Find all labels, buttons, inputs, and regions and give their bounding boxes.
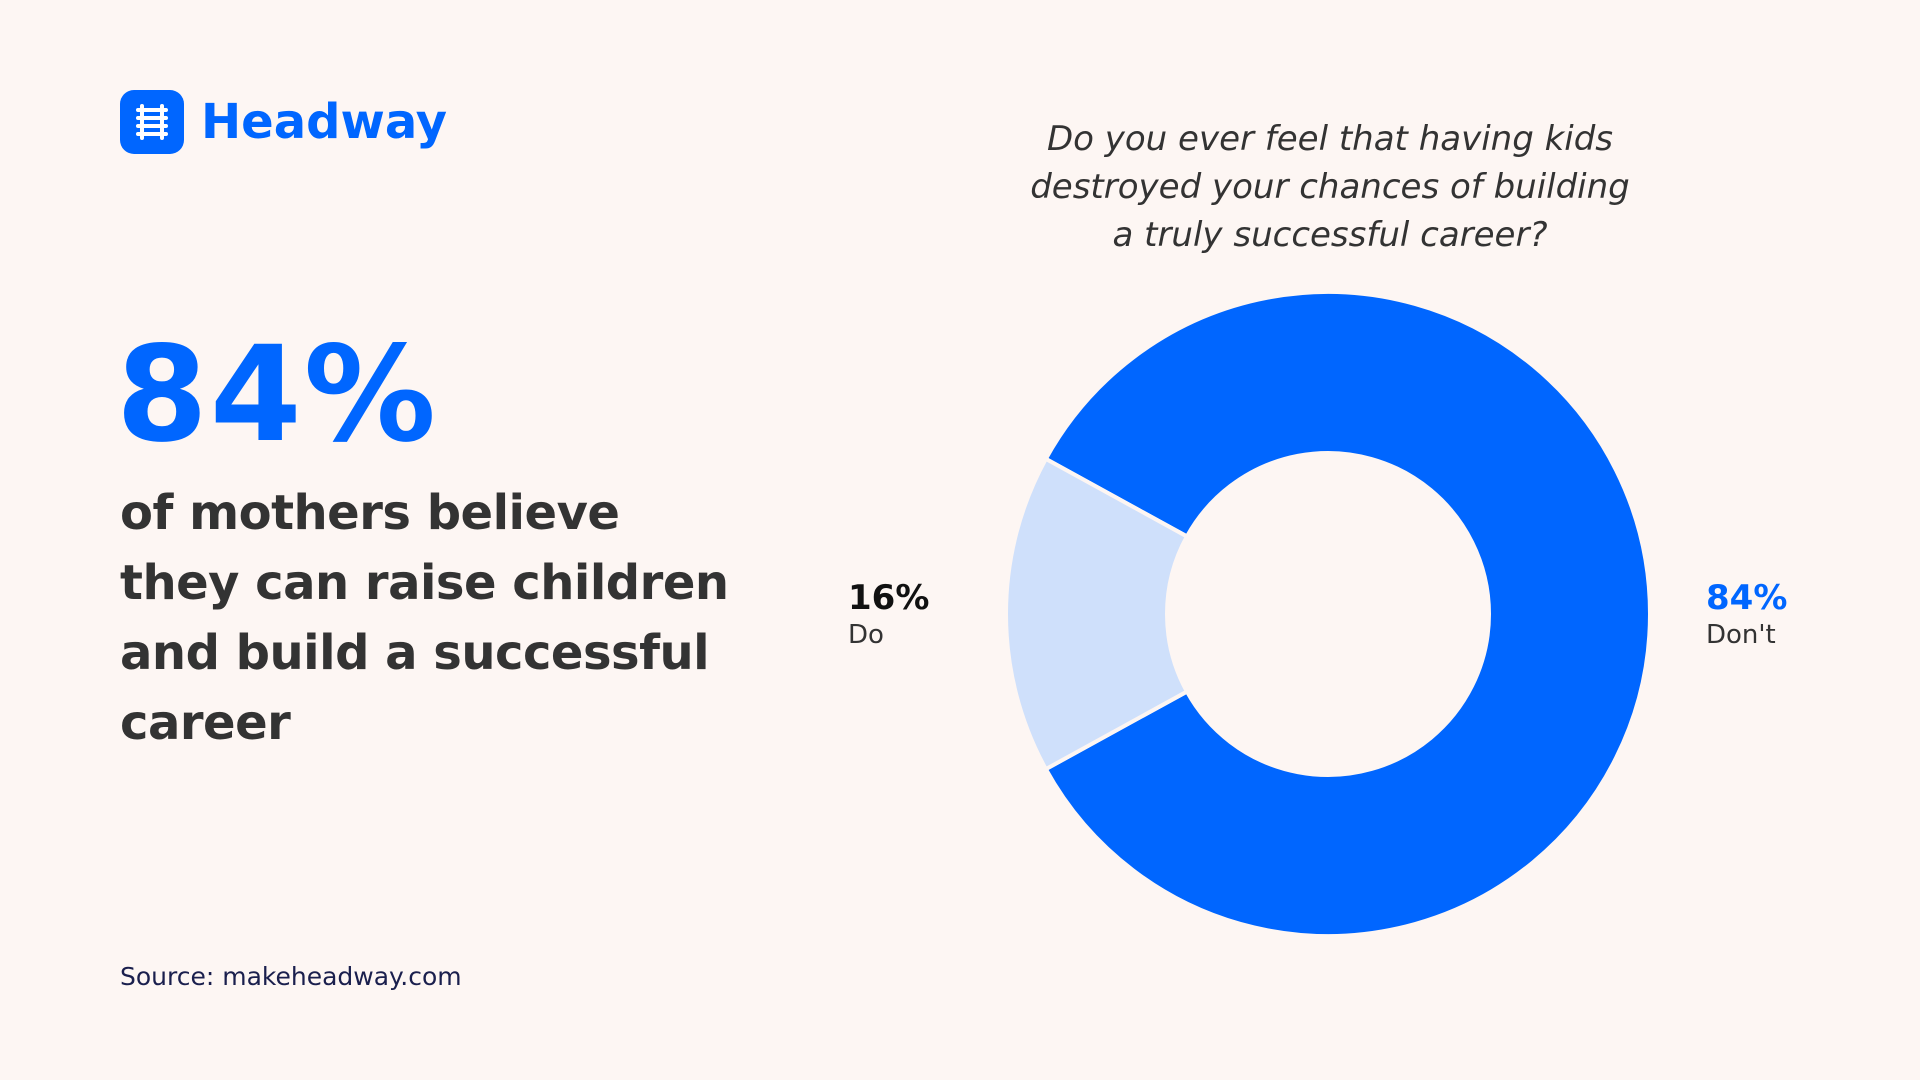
chart-title-line: a truly successful career? — [1112, 215, 1548, 255]
donut-slice-do — [1004, 456, 1189, 772]
slice-label-dont: 84% Don't — [1706, 578, 1787, 652]
headline-line: of mothers believe — [120, 485, 620, 541]
data-label-do-category: Do — [848, 620, 884, 650]
brand-logo: Headway — [120, 89, 447, 155]
data-label-dont-percent: 84% — [1706, 578, 1788, 618]
ladder-icon — [120, 90, 184, 154]
headline-text: of mothers believe they can raise childr… — [120, 478, 760, 758]
headline-line: and build a successful — [120, 625, 710, 681]
headline-stat: 84% — [116, 318, 438, 472]
brand-name: Headway — [201, 94, 448, 150]
data-label-do-percent: 16% — [848, 578, 930, 618]
source-note: Source: makeheadway.com — [120, 962, 462, 991]
chart-title-line: destroyed your chances of building — [1030, 167, 1630, 207]
chart-title: Do you ever feel that having kids destro… — [960, 115, 1700, 259]
data-label-dont-category: Don't — [1706, 620, 1776, 650]
headline-line: career — [120, 695, 291, 751]
donut-slice-dont — [1043, 290, 1653, 938]
chart-title-line: Do you ever feel that having kids — [1046, 119, 1614, 159]
slice-label-do: 16% Do — [848, 578, 929, 652]
headline-line: they can raise children — [120, 555, 729, 611]
